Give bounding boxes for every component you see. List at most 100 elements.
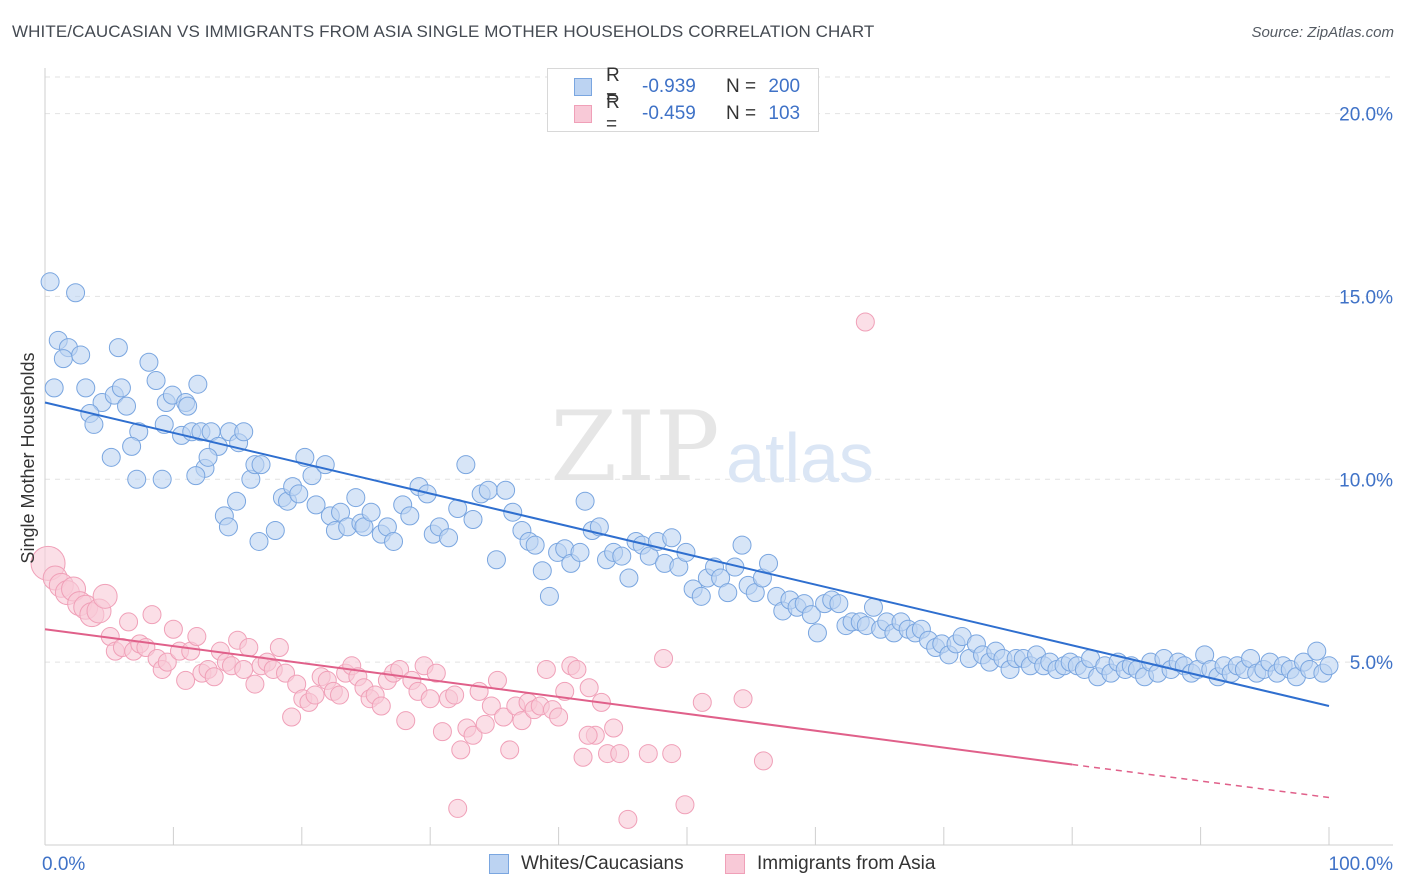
data-point-asia: [142, 605, 162, 625]
data-point-whites: [146, 371, 166, 391]
data-point-whites: [306, 495, 326, 515]
x-tick-label-right: 100.0%: [1329, 854, 1394, 875]
axes: [44, 68, 1393, 846]
data-point-asia: [176, 670, 196, 690]
data-point-asia: [187, 627, 207, 647]
data-point-whites: [662, 528, 682, 548]
data-point-asia: [119, 612, 139, 632]
series-immigrants-from-asia: [30, 312, 875, 829]
data-point-whites: [122, 436, 142, 456]
data-point-whites: [117, 396, 137, 416]
data-point-asia: [610, 744, 630, 764]
data-point-whites: [186, 466, 206, 486]
data-point-asia: [475, 714, 495, 734]
legend-row-whites: R = -0.939 N = 200: [548, 65, 808, 108]
data-point-asia: [420, 689, 440, 709]
trend-line-asia: [44, 628, 1073, 766]
watermark-zip: ZIP: [550, 391, 719, 503]
watermark-atlas: atlas: [726, 419, 874, 497]
bottom-legend-asia: Immigrants from Asia: [725, 852, 935, 876]
bottom-legend-label-whites: Whites/Caucasians: [521, 853, 684, 874]
data-point-whites: [346, 488, 366, 508]
data-point-whites: [71, 345, 91, 365]
data-point-whites: [76, 378, 96, 398]
data-point-whites: [829, 594, 849, 614]
data-point-asia: [573, 747, 593, 767]
legend-n-label: N =: [726, 76, 757, 97]
data-point-asia: [487, 670, 507, 690]
data-point-asia: [675, 795, 695, 815]
data-point-whites: [152, 469, 172, 489]
data-point-whites: [525, 535, 545, 555]
data-point-whites: [108, 338, 128, 358]
data-point-asia: [494, 707, 514, 727]
data-point-asia: [432, 722, 452, 742]
data-point-whites: [589, 517, 609, 537]
data-point-whites: [801, 605, 821, 625]
data-point-whites: [759, 553, 779, 573]
data-point-asia: [305, 685, 325, 705]
bottom-legend: Whites/Caucasians Immigrants from Asia: [0, 852, 1406, 878]
legend-swatch-blue: [574, 78, 592, 96]
data-point-whites: [111, 378, 131, 398]
data-point-whites: [234, 422, 254, 442]
legend: R = -0.939 N = 200 R = -0.459 N = 103: [547, 65, 819, 135]
data-point-asia: [549, 707, 569, 727]
data-point-asia: [463, 725, 483, 745]
data-point-whites: [691, 586, 711, 606]
data-point-whites: [478, 480, 498, 500]
watermark: ZIP atlas: [550, 391, 874, 503]
data-point-whites: [486, 550, 506, 570]
trend-line-whites: [44, 401, 1330, 708]
data-point-whites: [639, 546, 659, 566]
data-point-asia: [578, 725, 598, 745]
data-point-whites: [198, 447, 218, 467]
data-point-whites: [575, 491, 595, 511]
y-tick-label: 10.0%: [1339, 470, 1393, 491]
legend-r-label: R =: [606, 65, 620, 108]
data-point-asia: [204, 667, 224, 687]
data-point-asia: [654, 648, 674, 668]
data-point-asia: [426, 663, 446, 683]
data-point-asia: [245, 674, 265, 694]
data-point-asia: [692, 692, 712, 712]
data-point-whites: [456, 455, 476, 475]
data-point-whites: [84, 414, 104, 434]
data-point-asia: [396, 711, 416, 731]
data-point-whites: [732, 535, 752, 555]
data-point-asia: [92, 583, 118, 609]
data-point-whites: [361, 502, 381, 522]
data-point-asia: [269, 638, 289, 658]
data-point-whites: [66, 283, 86, 303]
data-point-whites: [101, 447, 121, 467]
y-axis-label: Single Mother Households: [18, 352, 38, 563]
data-point-whites: [127, 469, 147, 489]
data-point-whites: [265, 520, 285, 540]
data-point-whites: [218, 517, 238, 537]
data-point-whites: [807, 623, 827, 643]
legend-r-value: -0.939: [642, 76, 696, 97]
bottom-legend-swatch-pink: [725, 854, 745, 874]
bottom-legend-swatch-blue: [489, 854, 509, 874]
bottom-legend-label-asia: Immigrants from Asia: [757, 853, 936, 874]
data-point-whites: [400, 506, 420, 526]
data-point-asia: [555, 681, 575, 701]
bottom-legend-whites: Whites/Caucasians: [489, 852, 684, 876]
chart-title: WHITE/CAUCASIAN VS IMMIGRANTS FROM ASIA …: [12, 22, 875, 41]
data-point-asia: [448, 798, 468, 818]
data-point-whites: [1307, 641, 1327, 661]
data-point-asia: [604, 718, 624, 738]
data-point-asia: [451, 740, 471, 760]
legend-r-label: R =: [606, 92, 620, 135]
data-point-whites: [463, 510, 483, 530]
legend-n-value: 103: [768, 103, 801, 124]
legend-swatch-pink: [574, 105, 592, 123]
data-point-asia: [157, 652, 177, 672]
y-tick-label: 5.0%: [1350, 653, 1393, 674]
data-point-whites: [496, 480, 516, 500]
data-point-asia: [855, 312, 875, 332]
data-point-whites: [251, 455, 271, 475]
data-point-asia: [662, 744, 682, 764]
data-point-asia: [512, 711, 532, 731]
